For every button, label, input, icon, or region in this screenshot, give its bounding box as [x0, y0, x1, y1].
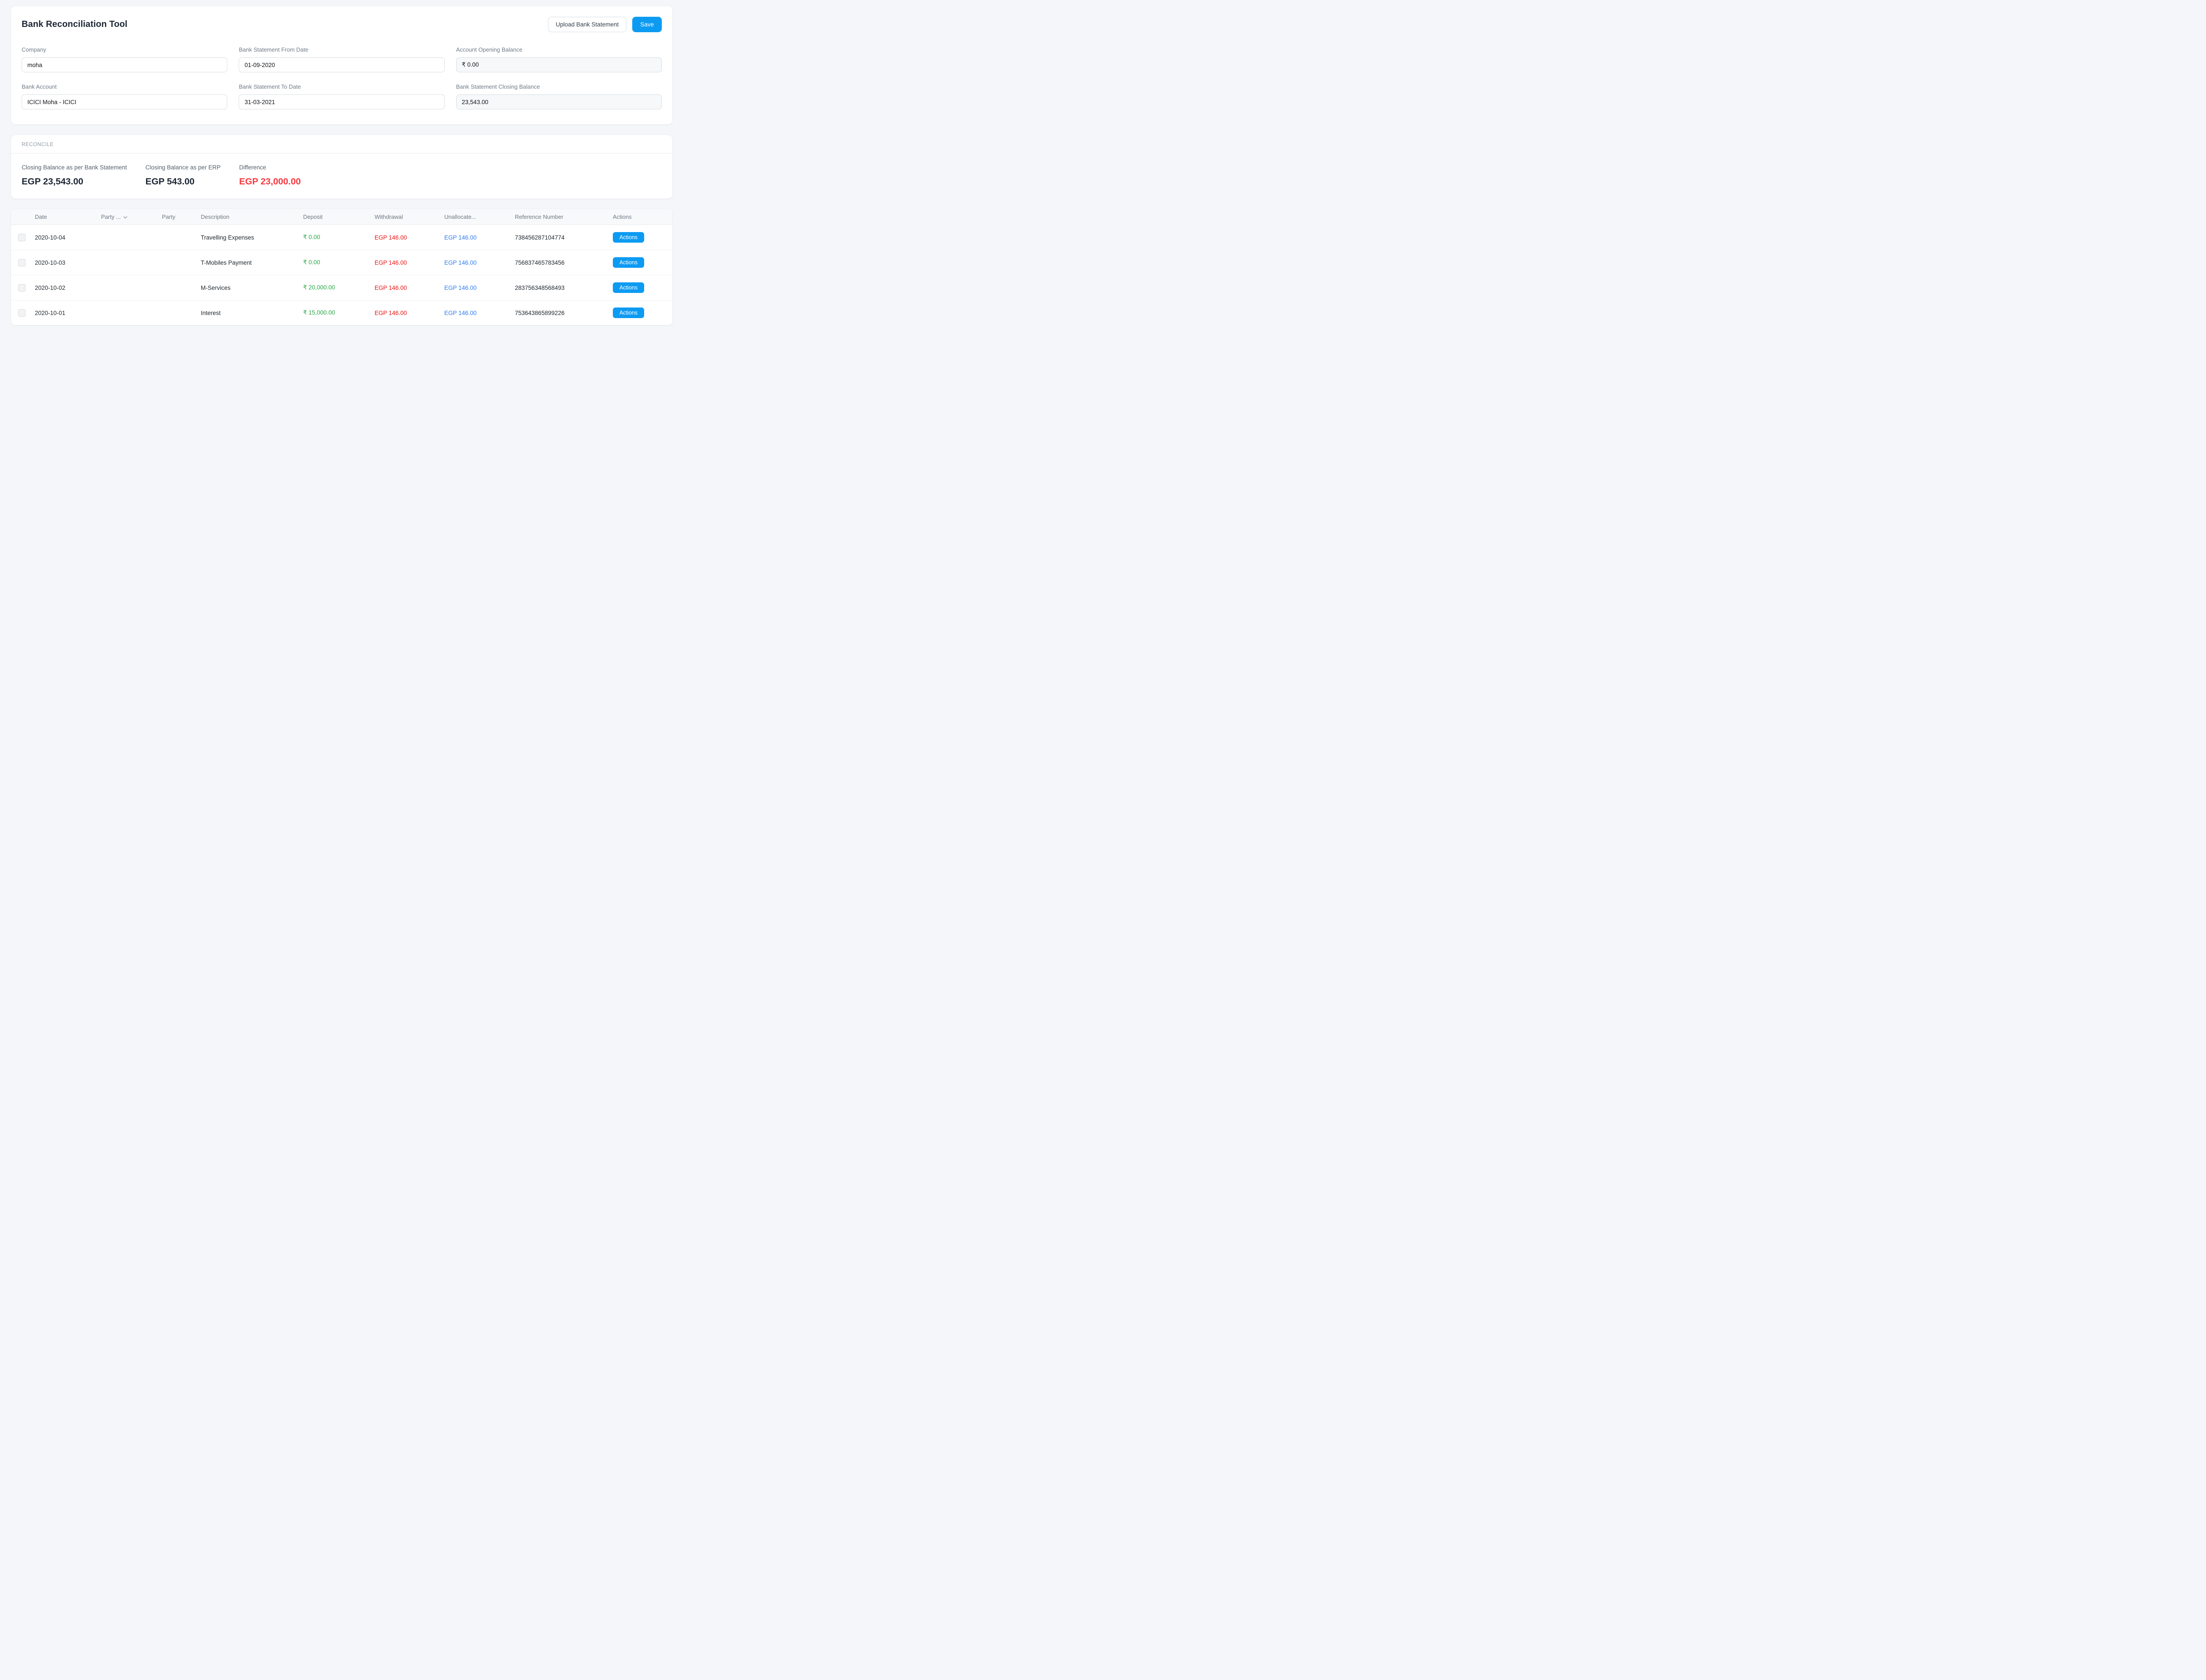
- page-title: Bank Reconciliation Tool: [22, 19, 128, 29]
- reconcile-section-label: RECONCILE: [11, 135, 672, 154]
- cell-deposit: ₹ 20,000.00: [300, 275, 371, 300]
- cell-party-type: [98, 250, 158, 275]
- table-row: 2020-10-04 Travelling Expenses ₹ 0.00 EG…: [11, 225, 672, 250]
- difference-label: Difference: [239, 164, 266, 171]
- to-date-label: Bank Statement To Date: [239, 83, 301, 90]
- cell-date: 2020-10-04: [35, 234, 66, 241]
- cell-party: [158, 300, 197, 325]
- column-header-description: Description: [197, 209, 300, 225]
- cell-party: [158, 225, 197, 250]
- cell-deposit: ₹ 15,000.00: [300, 300, 371, 325]
- cell-date: 2020-10-02: [31, 275, 98, 300]
- row-actions-button[interactable]: Actions: [613, 257, 644, 268]
- table-row: 2020-10-01 Interest ₹ 15,000.00 EGP 146.…: [11, 300, 672, 325]
- cell-withdrawal: EGP 146.00: [371, 250, 441, 275]
- column-header-deposit: Deposit: [300, 209, 371, 225]
- cell-unallocated: EGP 146.00: [441, 250, 511, 275]
- page: Bank Reconciliation Tool Upload Bank Sta…: [0, 6, 683, 325]
- save-button[interactable]: Save: [632, 17, 662, 32]
- closing-balance-input: [456, 94, 662, 109]
- cell-party-type: [98, 275, 158, 300]
- cell-unallocated: EGP 146.00: [441, 275, 511, 300]
- bank-account-field-group: Bank Account: [22, 83, 228, 109]
- cell-reference-number: 738456287104774: [515, 234, 565, 241]
- company-input[interactable]: [22, 57, 228, 72]
- cell-unallocated: EGP 146.00: [441, 300, 511, 325]
- chevron-down-icon: [123, 214, 128, 219]
- from-date-label: Bank Statement From Date: [239, 46, 308, 53]
- column-header-reference: Reference Number: [511, 209, 609, 225]
- bank-account-input[interactable]: [22, 94, 228, 109]
- column-header-party: Party: [158, 209, 197, 225]
- cell-reference-number: 753643865899226: [511, 300, 609, 325]
- opening-balance-label: Account Opening Balance: [456, 46, 522, 53]
- bank-statement-balance-block: Closing Balance as per Bank Statement EG…: [22, 164, 127, 187]
- upload-bank-statement-button[interactable]: Upload Bank Statement: [548, 17, 627, 32]
- reconcile-summary: Closing Balance as per Bank Statement EG…: [11, 154, 672, 187]
- column-header-actions: Actions: [609, 209, 672, 225]
- company-label: Company: [22, 46, 46, 53]
- cell-unallocated: EGP 146.00: [444, 234, 477, 241]
- row-checkbox[interactable]: [18, 284, 26, 292]
- column-header-withdrawal: Withdrawal: [371, 209, 441, 225]
- cell-date: 2020-10-03: [31, 250, 98, 275]
- bank-account-label: Bank Account: [22, 83, 57, 90]
- row-checkbox[interactable]: [18, 233, 26, 241]
- table-body: 2020-10-04 Travelling Expenses ₹ 0.00 EG…: [11, 225, 672, 325]
- cell-party: [158, 275, 197, 300]
- to-date-input[interactable]: [239, 94, 445, 109]
- from-date-input[interactable]: [239, 57, 445, 72]
- topbar: Bank Reconciliation Tool Upload Bank Sta…: [22, 17, 662, 32]
- table-row: 2020-10-03 T-Mobiles Payment ₹ 0.00 EGP …: [11, 250, 672, 275]
- opening-balance-field-group: Account Opening Balance: [456, 46, 662, 72]
- cell-party-type: [98, 225, 158, 250]
- cell-deposit: ₹ 0.00: [300, 250, 371, 275]
- cell-date: 2020-10-01: [31, 300, 98, 325]
- cell-description: Travelling Expenses: [201, 234, 255, 241]
- row-checkbox[interactable]: [18, 259, 26, 266]
- cell-withdrawal: EGP 146.00: [375, 234, 407, 241]
- closing-balance-field-group: Bank Statement Closing Balance: [456, 83, 662, 109]
- erp-balance-label: Closing Balance as per ERP: [145, 164, 221, 171]
- erp-balance-value: EGP 543.00: [145, 176, 195, 187]
- row-actions-button[interactable]: Actions: [613, 282, 644, 293]
- table-row: 2020-10-02 M-Services ₹ 20,000.00 EGP 14…: [11, 275, 672, 300]
- column-header-date: Date: [31, 209, 98, 225]
- cell-reference-number: 756837465783456: [511, 250, 609, 275]
- transactions-table: Date Party ... Party Description Deposit With…: [11, 209, 672, 325]
- cell-withdrawal: EGP 146.00: [371, 300, 441, 325]
- header-form-card: Bank Reconciliation Tool Upload Bank Sta…: [11, 6, 672, 124]
- opening-balance-input: [456, 57, 662, 72]
- row-actions-button[interactable]: Actions: [613, 232, 644, 243]
- column-header-party-type[interactable]: Party ...: [98, 209, 158, 225]
- difference-value: EGP 23,000.00: [239, 176, 301, 187]
- cell-reference-number: 283756348568493: [511, 275, 609, 300]
- column-header-unallocated: Unallocate...: [441, 209, 511, 225]
- cell-description: T-Mobiles Payment: [197, 250, 300, 275]
- row-actions-button[interactable]: Actions: [613, 308, 644, 318]
- bank-statement-balance-label: Closing Balance as per Bank Statement: [22, 164, 127, 171]
- bank-statement-balance-value: EGP 23,543.00: [22, 176, 83, 187]
- cell-description: M-Services: [197, 275, 300, 300]
- cell-party-type: [98, 300, 158, 325]
- closing-balance-label: Bank Statement Closing Balance: [456, 83, 540, 90]
- row-checkbox[interactable]: [18, 309, 26, 317]
- from-date-field-group: Bank Statement From Date: [239, 46, 445, 72]
- table-header-row: Date Party ... Party Description Deposit With…: [11, 209, 672, 225]
- company-field-group: Company: [22, 46, 228, 72]
- transactions-table-card: Date Party ... Party Description Deposit With…: [11, 209, 672, 325]
- cell-description: Interest: [197, 300, 300, 325]
- difference-block: Difference EGP 23,000.00: [239, 164, 301, 187]
- cell-party: [158, 250, 197, 275]
- column-header-select: [11, 209, 31, 225]
- to-date-field-group: Bank Statement To Date: [239, 83, 445, 109]
- reconcile-card: RECONCILE Closing Balance as per Bank St…: [11, 135, 672, 199]
- topbar-actions: Upload Bank Statement Save: [548, 17, 662, 32]
- cell-deposit: ₹ 0.00: [303, 234, 320, 240]
- reconciliation-form: Company Bank Statement From Date Account…: [22, 46, 662, 109]
- cell-withdrawal: EGP 146.00: [371, 275, 441, 300]
- erp-balance-block: Closing Balance as per ERP EGP 543.00: [146, 164, 221, 187]
